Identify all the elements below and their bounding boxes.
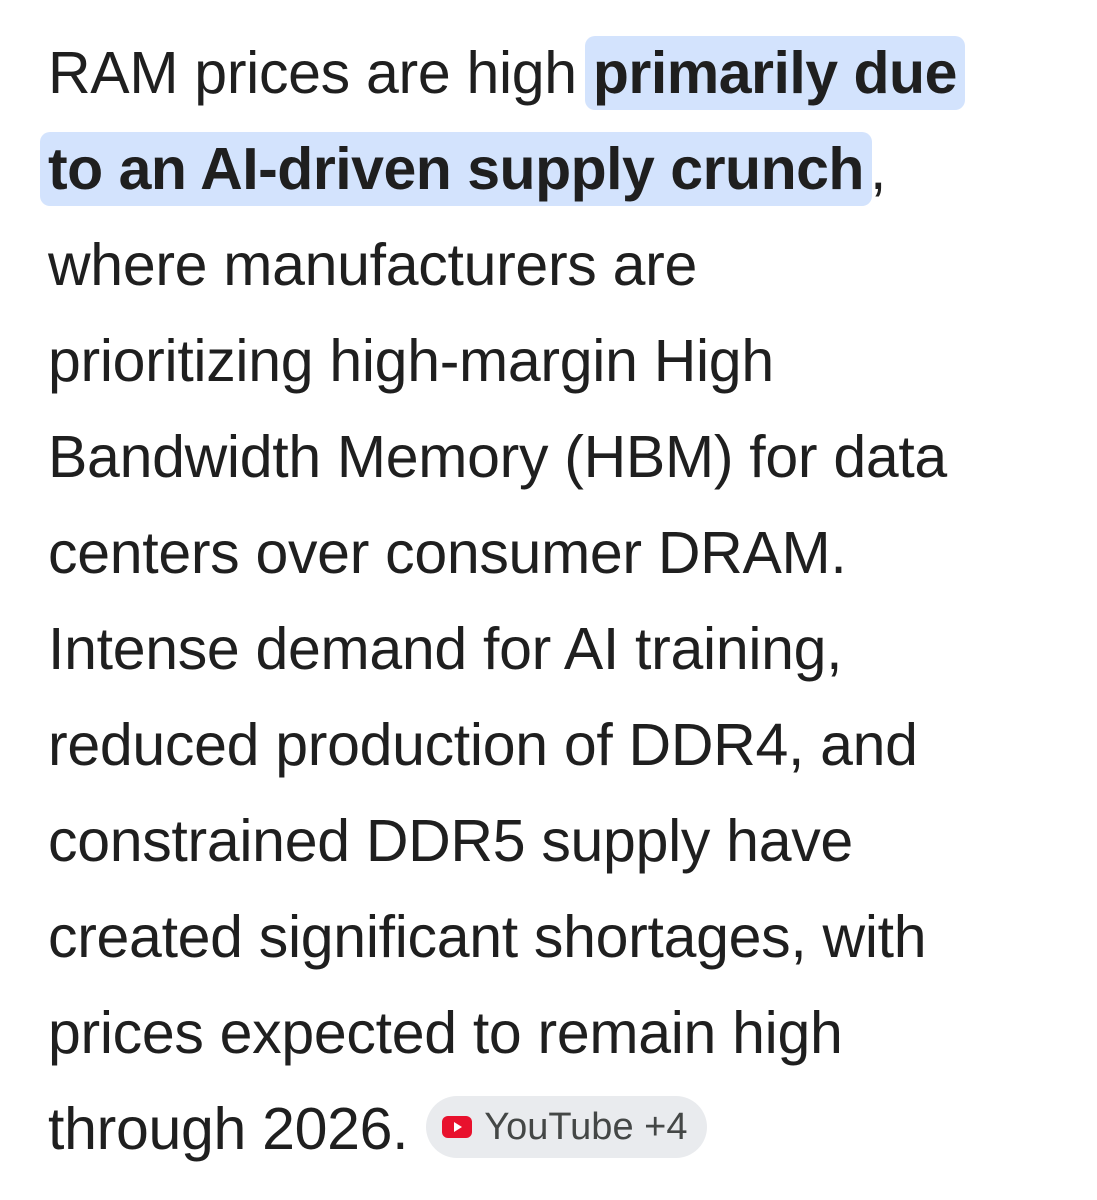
answer-line: reduced production of DDR4, and [48,712,918,778]
highlighted-phrase-part-2[interactable]: to an AI-driven supply crunch [40,132,872,206]
source-chip-label: YouTube +4 [484,1106,688,1149]
answer-line: Intense demand for AI training, [48,616,843,682]
answer-last-text: through 2026. [48,1096,409,1162]
answer-line: constrained DDR5 supply have [48,808,853,874]
answer-lead-text: RAM prices are high [48,40,593,106]
answer-line: prioritizing high-margin High [48,328,774,394]
answer-line: prices expected to remain high [48,1000,843,1066]
answer-line: where manufacturers are [48,232,697,298]
answer-line: centers over consumer DRAM. [48,520,847,586]
answer-comma: , [869,136,887,202]
answer-last-line: through 2026. YouTube +4 [48,1081,1058,1177]
youtube-icon [442,1116,473,1139]
answer-line-2: to an AI-driven supply crunch, [40,121,1058,217]
answer-line-1: RAM prices are high primarily due [48,25,1058,121]
ai-answer-paragraph: RAM prices are high primarily due to an … [40,25,1058,1177]
answer-line: created significant shortages, with [48,904,927,970]
source-chip[interactable]: YouTube +4 [426,1096,708,1159]
answer-line: Bandwidth Memory (HBM) for data [48,424,947,490]
highlighted-phrase-part-1[interactable]: primarily due [584,36,965,110]
